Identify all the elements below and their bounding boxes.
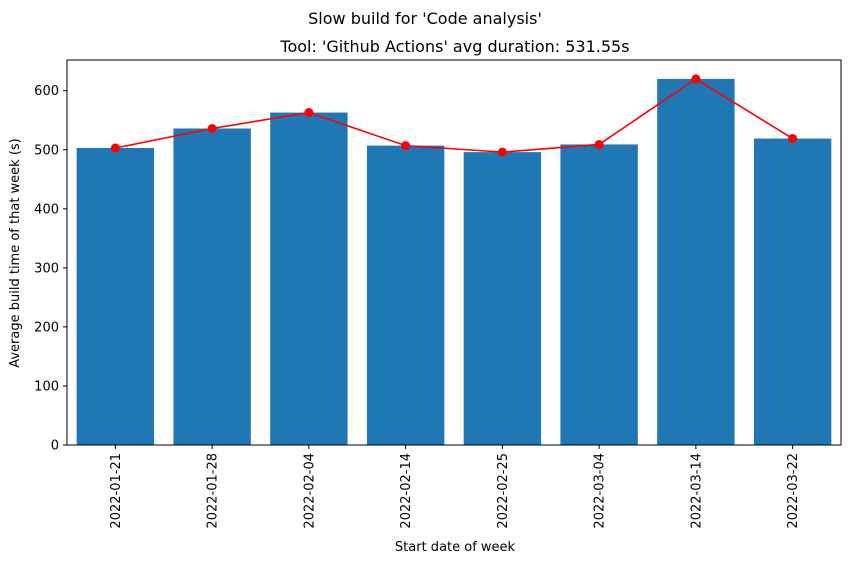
bar-2022-03-14 bbox=[657, 78, 735, 446]
line-marker-2022-02-14 bbox=[401, 141, 411, 151]
x-tick-label: 2022-02-04 bbox=[302, 453, 317, 529]
y-tick-label: 200 bbox=[34, 320, 59, 335]
x-axis-label: Start date of week bbox=[395, 540, 516, 555]
line-marker-2022-03-04 bbox=[594, 139, 604, 149]
y-tick-label: 600 bbox=[34, 84, 59, 99]
line-marker-2022-02-04 bbox=[304, 108, 314, 118]
axes-frame bbox=[66, 59, 842, 446]
bar-2022-03-22 bbox=[753, 138, 832, 445]
y-tick-label: 300 bbox=[34, 261, 59, 276]
y-tick-label: 400 bbox=[34, 202, 59, 217]
chart-title: Tool: 'Github Actions' avg duration: 531… bbox=[279, 37, 629, 56]
x-tick-label: 2022-01-28 bbox=[206, 453, 221, 529]
bar-2022-03-04 bbox=[560, 144, 638, 445]
y-tick-label: 100 bbox=[34, 379, 59, 394]
line-marker-2022-01-28 bbox=[207, 123, 217, 133]
bar-2022-01-21 bbox=[76, 147, 155, 445]
bar-2022-02-25 bbox=[463, 152, 542, 445]
y-axis-label: Average build time of that week (s) bbox=[8, 138, 23, 368]
y-tick-label: 0 bbox=[51, 439, 59, 454]
bar-2022-02-14 bbox=[366, 145, 445, 446]
trend-line bbox=[115, 77, 794, 153]
line-marker-2022-03-22 bbox=[788, 134, 798, 144]
line-marker-2022-03-14 bbox=[691, 74, 701, 84]
chart-suptitle: Slow build for 'Code analysis' bbox=[308, 9, 542, 28]
bar-2022-01-28 bbox=[173, 128, 251, 445]
line-marker-2022-01-21 bbox=[110, 143, 120, 153]
x-tick-label: 2022-03-22 bbox=[786, 453, 801, 529]
x-tick-label: 2022-03-04 bbox=[593, 453, 608, 529]
x-tick-label: 2022-01-21 bbox=[109, 453, 124, 529]
line-marker-2022-02-25 bbox=[497, 147, 507, 157]
plot-area: 0 100 200 300 400 500 600 2022-01-21 2022-01-28 2… bbox=[34, 59, 842, 529]
x-tick-label: 2022-02-14 bbox=[399, 453, 414, 529]
y-tick-label: 500 bbox=[34, 143, 59, 158]
x-tick-label: 2022-03-14 bbox=[689, 453, 704, 529]
x-tick-label: 2022-02-25 bbox=[496, 453, 511, 529]
bar-2022-02-04 bbox=[270, 112, 348, 445]
